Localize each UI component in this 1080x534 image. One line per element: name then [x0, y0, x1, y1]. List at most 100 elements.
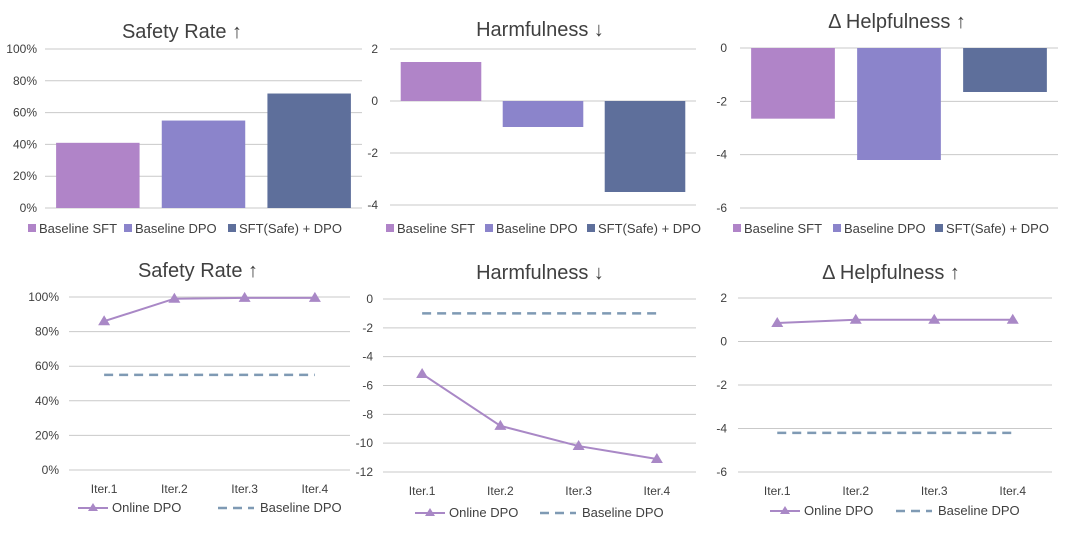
legend-marker-online-dpo [88, 503, 98, 511]
x-tick-label: Iter.3 [231, 482, 258, 496]
y-tick-label: -4 [367, 198, 378, 212]
chart-line-help: Δ Helpfulness ↑ -6 -4 -2 0 2 Iter.1 Iter.2 Iter.… [716, 262, 1052, 518]
data-point-online-dpo[interactable] [238, 291, 251, 302]
legend-swatch [228, 224, 236, 232]
series-line-online-dpo [777, 318, 1013, 325]
y-tick-label: -6 [716, 201, 727, 215]
y-tick-label: 0% [42, 463, 60, 477]
legend-label: Baseline DPO [938, 503, 1020, 518]
legend-label: Baseline SFT [397, 221, 475, 236]
y-tick-label: -4 [716, 148, 727, 162]
y-tick-label: -2 [716, 94, 727, 108]
y-tick-label: 0% [20, 201, 38, 215]
legend-label: SFT(Safe) + DPO [239, 221, 342, 236]
y-tick-label: 80% [13, 74, 37, 88]
legend-swatch [935, 224, 943, 232]
data-point-online-dpo[interactable] [928, 313, 941, 324]
data-point-online-dpo[interactable] [572, 440, 585, 451]
legend-label: Baseline SFT [39, 221, 117, 236]
chart-title: Δ Helpfulness ↑ [828, 11, 966, 33]
y-tick-label: 100% [6, 42, 37, 56]
y-tick-label: -6 [716, 465, 727, 479]
data-point-online-dpo[interactable] [168, 292, 181, 303]
legend-swatch [733, 224, 741, 232]
y-tick-label: -2 [716, 378, 727, 392]
x-tick-label: Iter.4 [302, 482, 329, 496]
series-line-online-dpo [421, 373, 658, 461]
series-line-online-dpo [103, 296, 315, 323]
y-tick-label: 20% [35, 428, 59, 442]
x-tick-label: Iter.4 [999, 484, 1026, 498]
data-point-online-dpo[interactable] [416, 367, 429, 378]
x-tick-label: Iter.1 [91, 482, 118, 496]
y-tick-label: 20% [13, 169, 37, 183]
x-tick-label: Iter.1 [409, 484, 436, 498]
bar-baseline-sft[interactable] [400, 62, 482, 101]
y-tick-label: 60% [35, 359, 59, 373]
y-tick-label: 0 [371, 94, 378, 108]
bar-sft-safe-dpo[interactable] [963, 48, 1047, 92]
legend-marker-online-dpo [425, 508, 435, 516]
x-tick-label: Iter.2 [161, 482, 188, 496]
legend-swatch [386, 224, 394, 232]
y-tick-label: 0 [720, 335, 727, 349]
legend-swatch [587, 224, 595, 232]
y-tick-label: -12 [356, 465, 374, 479]
legend-label: SFT(Safe) + DPO [598, 221, 701, 236]
bar-baseline-dpo[interactable] [502, 101, 584, 127]
data-point-online-dpo[interactable] [98, 315, 111, 326]
bar-sft-safe-dpo[interactable] [604, 101, 686, 192]
y-tick-label: -6 [362, 379, 373, 393]
legend-swatch [485, 224, 493, 232]
legend-label: Online DPO [449, 505, 518, 520]
chart-bar-harm: Harmfulness ↓ -4 -2 0 2 Baseline SFT Baseline … [367, 19, 701, 236]
y-tick-label: -8 [362, 407, 373, 421]
data-point-online-dpo[interactable] [494, 419, 507, 430]
chart-bar-help: Δ Helpfulness ↑ -6 -4 -2 0 Baseline SFT Baseli… [716, 11, 1058, 236]
legend-label: Baseline DPO [260, 500, 342, 515]
legend-label: Baseline SFT [744, 221, 822, 236]
x-tick-label: Iter.4 [644, 484, 671, 498]
y-tick-label: -2 [367, 146, 378, 160]
bar-baseline-dpo[interactable] [161, 120, 246, 208]
legend-swatch [833, 224, 841, 232]
legend-label: Baseline DPO [135, 221, 217, 236]
y-tick-label: 100% [28, 290, 59, 304]
legend-swatch [28, 224, 36, 232]
bar-baseline-sft[interactable] [56, 142, 140, 208]
legend-label: SFT(Safe) + DPO [946, 221, 1049, 236]
legend-swatch [124, 224, 132, 232]
legend-label: Online DPO [804, 503, 873, 518]
y-tick-label: 2 [371, 42, 378, 56]
y-tick-label: 2 [720, 291, 727, 305]
y-tick-label: 0 [366, 292, 373, 306]
chart-title: Harmfulness ↓ [476, 19, 604, 41]
chart-line-harm: Harmfulness ↓ -12 -10 -8 -6 -4 -2 0 Iter.1 Iter.2… [356, 262, 696, 520]
y-tick-label: -4 [716, 422, 727, 436]
chart-line-safety: Safety Rate ↑ 0% 20% 40% 60% 80% 100% Iter.1 Ite… [28, 260, 350, 515]
legend-label: Online DPO [112, 500, 181, 515]
y-tick-label: 40% [35, 394, 59, 408]
data-point-online-dpo[interactable] [1006, 313, 1019, 324]
chart-title: Δ Helpfulness ↑ [822, 262, 960, 284]
x-tick-label: Iter.3 [921, 484, 948, 498]
y-tick-label: 80% [35, 325, 59, 339]
x-tick-label: Iter.3 [565, 484, 592, 498]
y-tick-label: -2 [362, 321, 373, 335]
bar-baseline-sft[interactable] [751, 48, 835, 119]
y-tick-label: 60% [13, 106, 37, 120]
bar-sft-safe-dpo[interactable] [267, 93, 351, 208]
y-tick-label: 0 [720, 41, 727, 55]
data-point-online-dpo[interactable] [771, 317, 784, 328]
y-tick-label: -10 [356, 436, 374, 450]
legend-label: Baseline DPO [844, 221, 926, 236]
bar-baseline-dpo[interactable] [857, 48, 941, 160]
x-tick-label: Iter.1 [764, 484, 791, 498]
data-point-online-dpo[interactable] [650, 453, 663, 464]
data-point-online-dpo[interactable] [308, 291, 321, 302]
y-tick-label: -4 [362, 350, 373, 364]
chart-title: Harmfulness ↓ [476, 262, 604, 284]
data-point-online-dpo[interactable] [849, 313, 862, 324]
legend-label: Baseline DPO [582, 505, 664, 520]
